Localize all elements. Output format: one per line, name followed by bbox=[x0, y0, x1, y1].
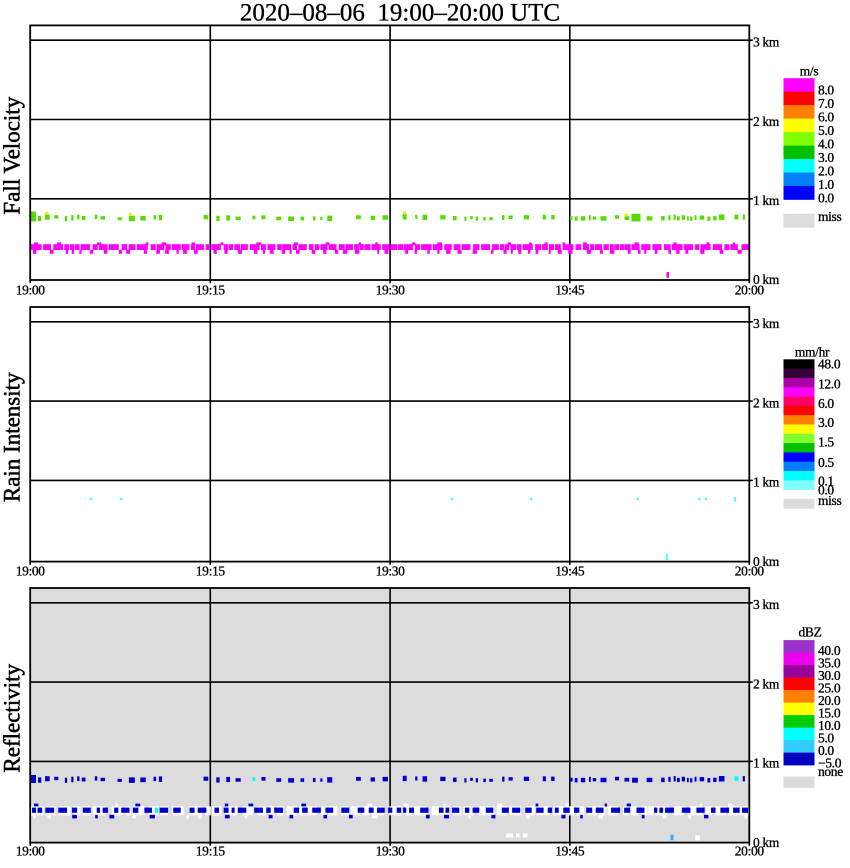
svg-text:15.0: 15.0 bbox=[818, 705, 841, 720]
svg-text:Fall Velocity: Fall Velocity bbox=[0, 96, 25, 214]
svg-text:19:30: 19:30 bbox=[376, 282, 406, 297]
svg-text:20:00: 20:00 bbox=[735, 563, 765, 578]
svg-text:5.0: 5.0 bbox=[818, 730, 834, 745]
svg-text:19:45: 19:45 bbox=[555, 563, 585, 578]
svg-text:5.0: 5.0 bbox=[818, 123, 834, 138]
svg-text:10.0: 10.0 bbox=[818, 718, 841, 733]
svg-text:4.0: 4.0 bbox=[818, 136, 834, 151]
svg-text:1.5: 1.5 bbox=[818, 435, 834, 450]
svg-text:2 km: 2 km bbox=[753, 114, 780, 129]
svg-text:6.0: 6.0 bbox=[818, 109, 834, 124]
svg-text:20:00: 20:00 bbox=[735, 844, 765, 859]
svg-text:0.0: 0.0 bbox=[818, 482, 834, 497]
svg-text:3.0: 3.0 bbox=[818, 415, 834, 430]
svg-text:19:15: 19:15 bbox=[196, 563, 226, 578]
svg-text:25.0: 25.0 bbox=[818, 680, 841, 695]
svg-text:19:45: 19:45 bbox=[555, 844, 585, 859]
svg-text:19:00: 19:00 bbox=[16, 844, 46, 859]
svg-text:19:30: 19:30 bbox=[376, 563, 406, 578]
svg-text:19:00: 19:00 bbox=[16, 563, 46, 578]
svg-text:Rain Intensity: Rain Intensity bbox=[0, 372, 25, 502]
svg-text:0.0: 0.0 bbox=[818, 190, 834, 205]
svg-text:0 km: 0 km bbox=[753, 554, 780, 569]
svg-text:1 km: 1 km bbox=[753, 193, 780, 208]
svg-text:miss: miss bbox=[818, 209, 841, 224]
svg-text:12.0: 12.0 bbox=[818, 376, 841, 391]
svg-text:8.0: 8.0 bbox=[818, 82, 834, 97]
svg-text:3 km: 3 km bbox=[753, 35, 780, 50]
svg-text:1.0: 1.0 bbox=[818, 177, 834, 192]
svg-text:48.0: 48.0 bbox=[818, 357, 841, 372]
svg-text:0.0: 0.0 bbox=[818, 743, 834, 758]
svg-text:3.0: 3.0 bbox=[818, 150, 834, 165]
svg-text:2 km: 2 km bbox=[753, 676, 780, 691]
svg-text:19:15: 19:15 bbox=[196, 844, 226, 859]
svg-text:6.0: 6.0 bbox=[818, 396, 834, 411]
svg-text:0.1: 0.1 bbox=[818, 473, 834, 488]
svg-text:miss: miss bbox=[818, 493, 841, 508]
svg-text:20:00: 20:00 bbox=[735, 282, 765, 297]
svg-text:3 km: 3 km bbox=[753, 597, 780, 612]
svg-text:2 km: 2 km bbox=[753, 395, 780, 410]
svg-text:35.0: 35.0 bbox=[818, 655, 841, 670]
svg-text:19:30: 19:30 bbox=[376, 844, 406, 859]
svg-text:3 km: 3 km bbox=[753, 316, 780, 331]
svg-text:0.5: 0.5 bbox=[818, 455, 834, 470]
svg-text:19:00: 19:00 bbox=[16, 282, 46, 297]
svg-text:1 km: 1 km bbox=[753, 756, 780, 771]
svg-text:1 km: 1 km bbox=[753, 475, 780, 490]
svg-text:30.0: 30.0 bbox=[818, 668, 841, 683]
svg-text:0 km: 0 km bbox=[753, 272, 780, 287]
svg-text:20.0: 20.0 bbox=[818, 693, 841, 708]
svg-text:none: none bbox=[818, 764, 843, 779]
svg-text:m/s: m/s bbox=[800, 64, 819, 79]
svg-text:40.0: 40.0 bbox=[818, 643, 841, 658]
svg-text:2.0: 2.0 bbox=[818, 163, 834, 178]
svg-text:19:15: 19:15 bbox=[196, 282, 226, 297]
svg-text:2020–08–06 19:00–20:00 UTC: 2020–08–06 19:00–20:00 UTC bbox=[240, 0, 560, 27]
svg-text:mm/hr: mm/hr bbox=[795, 345, 830, 360]
svg-text:0 km: 0 km bbox=[753, 835, 780, 850]
svg-text:dBZ: dBZ bbox=[799, 625, 822, 640]
svg-text:19:45: 19:45 bbox=[555, 282, 585, 297]
svg-text:Reflectivity: Reflectivity bbox=[0, 664, 25, 773]
svg-text:7.0: 7.0 bbox=[818, 96, 834, 111]
svg-text:−5.0: −5.0 bbox=[818, 755, 842, 770]
